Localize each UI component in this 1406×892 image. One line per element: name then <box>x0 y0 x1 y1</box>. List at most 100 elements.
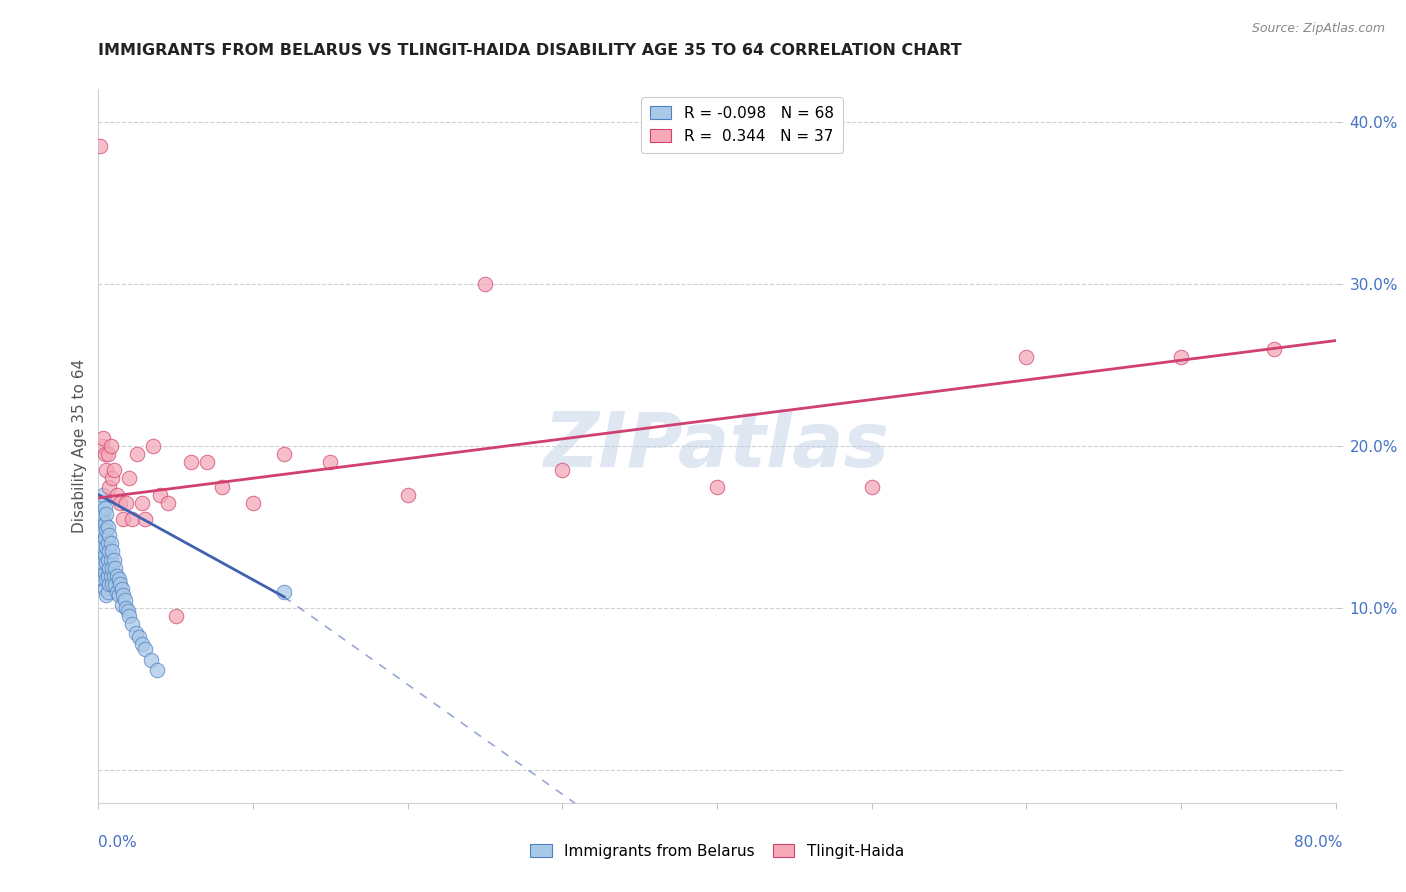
Point <box>105 488 128 502</box>
Point <box>101 544 124 558</box>
Point <box>93 500 115 515</box>
Point <box>111 598 132 612</box>
Point <box>97 585 120 599</box>
Point <box>319 455 342 469</box>
Point <box>1263 342 1285 356</box>
Point <box>98 479 121 493</box>
Point <box>89 528 111 542</box>
Point <box>118 471 141 485</box>
Point <box>93 548 115 562</box>
Point <box>105 568 128 582</box>
Point <box>112 588 135 602</box>
Text: ZIPatlas: ZIPatlas <box>544 409 890 483</box>
Point <box>146 663 169 677</box>
Point <box>91 540 114 554</box>
Point <box>98 577 121 591</box>
Point <box>96 507 118 521</box>
Point <box>91 556 114 570</box>
Point <box>104 560 127 574</box>
Point <box>121 617 143 632</box>
Point <box>131 637 153 651</box>
Y-axis label: Disability Age 35 to 64: Disability Age 35 to 64 <box>72 359 87 533</box>
Point <box>115 601 138 615</box>
Point <box>97 552 120 566</box>
Point <box>211 479 233 493</box>
Point <box>98 560 121 574</box>
Point <box>107 572 129 586</box>
Point <box>180 455 202 469</box>
Point <box>107 588 129 602</box>
Point <box>396 488 419 502</box>
Point <box>91 524 114 538</box>
Point <box>91 488 114 502</box>
Point <box>97 536 120 550</box>
Point <box>90 572 112 586</box>
Point <box>134 512 156 526</box>
Point <box>90 524 112 538</box>
Text: IMMIGRANTS FROM BELARUS VS TLINGIT-HAIDA DISABILITY AGE 35 TO 64 CORRELATION CHA: IMMIGRANTS FROM BELARUS VS TLINGIT-HAIDA… <box>98 43 962 58</box>
Point <box>101 560 124 574</box>
Point <box>89 544 111 558</box>
Text: Source: ZipAtlas.com: Source: ZipAtlas.com <box>1251 22 1385 36</box>
Point <box>149 488 172 502</box>
Legend: Immigrants from Belarus, Tlingit-Haida: Immigrants from Belarus, Tlingit-Haida <box>523 836 911 866</box>
Point <box>97 568 120 582</box>
Point <box>165 609 187 624</box>
Point <box>91 507 114 521</box>
Point <box>97 447 120 461</box>
Point <box>157 496 180 510</box>
Point <box>117 604 139 618</box>
Point <box>89 139 111 153</box>
Point <box>551 463 574 477</box>
Point <box>91 572 114 586</box>
Point <box>96 572 118 586</box>
Point <box>98 528 121 542</box>
Point <box>131 496 153 510</box>
Point <box>90 512 112 526</box>
Point <box>128 631 150 645</box>
Point <box>93 516 115 531</box>
Point <box>1170 350 1192 364</box>
Point <box>1015 350 1038 364</box>
Point <box>90 439 112 453</box>
Point <box>96 524 118 538</box>
Point <box>93 582 115 596</box>
Point <box>104 577 127 591</box>
Text: 0.0%: 0.0% <box>98 836 138 850</box>
Point <box>90 536 112 550</box>
Point <box>103 568 125 582</box>
Point <box>108 577 131 591</box>
Point <box>90 496 112 510</box>
Point <box>93 447 115 461</box>
Point <box>96 463 118 477</box>
Point <box>97 520 120 534</box>
Point <box>103 552 125 566</box>
Point <box>121 512 143 526</box>
Point <box>91 431 114 445</box>
Point <box>100 568 122 582</box>
Point <box>111 582 132 596</box>
Point <box>96 588 118 602</box>
Point <box>134 641 156 656</box>
Point <box>127 447 149 461</box>
Point <box>93 566 115 580</box>
Point <box>100 439 122 453</box>
Point <box>273 585 295 599</box>
Text: 80.0%: 80.0% <box>1295 836 1343 850</box>
Point <box>100 536 122 550</box>
Point <box>141 439 165 453</box>
Point <box>89 512 111 526</box>
Point <box>103 463 125 477</box>
Point <box>101 471 124 485</box>
Point <box>115 496 138 510</box>
Point <box>100 552 122 566</box>
Point <box>89 504 111 518</box>
Point <box>706 479 728 493</box>
Point <box>114 593 136 607</box>
Point <box>124 625 146 640</box>
Point <box>242 496 264 510</box>
Point <box>105 585 128 599</box>
Point <box>90 560 112 574</box>
Point <box>139 653 162 667</box>
Point <box>474 277 496 291</box>
